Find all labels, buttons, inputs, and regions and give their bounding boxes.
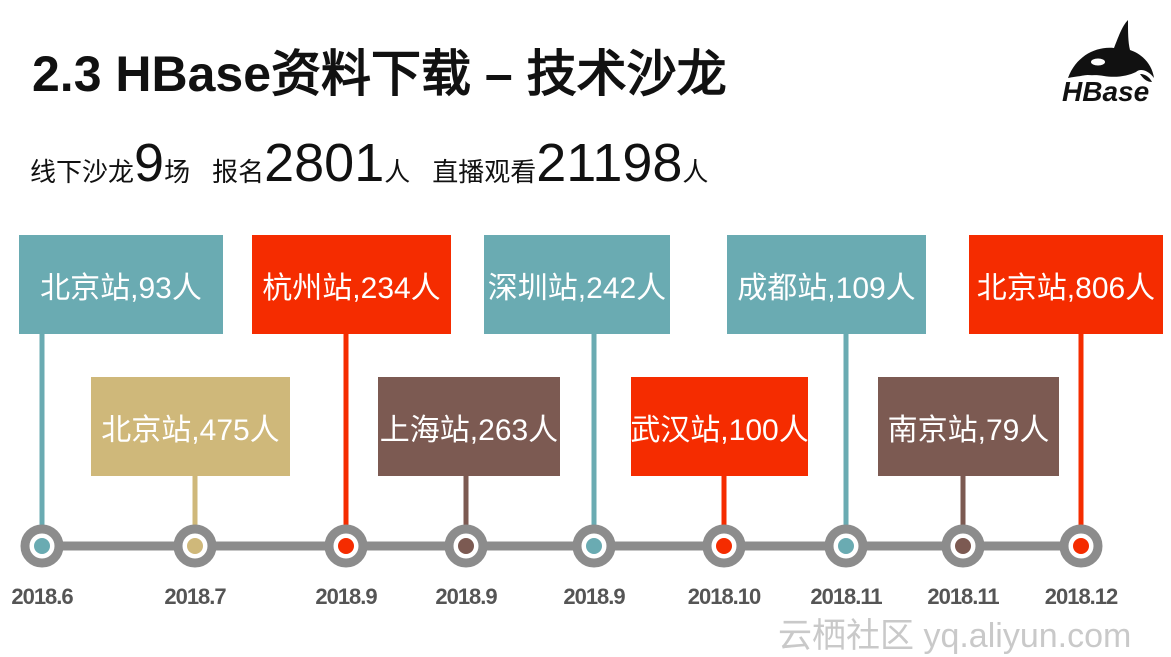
event-date: 2018.11 [810, 584, 882, 609]
event-node-dot [187, 538, 203, 554]
event-label-box: 北京站,806人 [969, 235, 1163, 334]
salons-value: 9 [134, 133, 165, 193]
event-date: 2018.9 [435, 584, 497, 609]
event-date: 2018.9 [315, 584, 377, 609]
event-date: 2018.6 [11, 584, 73, 609]
signup-value: 2801 [264, 133, 385, 193]
event-date: 2018.9 [563, 584, 625, 609]
logo-text: HBase [1062, 76, 1150, 107]
event-date: 2018.7 [164, 584, 226, 609]
event-label-box: 杭州站,234人 [252, 235, 451, 334]
salons-unit: 场 [164, 157, 191, 187]
event-node-dot [34, 538, 50, 554]
live-value: 21198 [536, 133, 683, 193]
event-node-dot [458, 538, 474, 554]
event-node-dot [1073, 538, 1089, 554]
salons-label: 线下沙龙 [30, 157, 135, 187]
stats-line: 线下沙龙9场 报名2801人 直播观看21198人 [30, 132, 708, 194]
live-label: 直播观看 [432, 157, 537, 187]
event-label-box: 上海站,263人 [378, 377, 560, 476]
event-node-dot [716, 538, 732, 554]
signup-label: 报名 [212, 157, 265, 187]
event-label-box: 北京站,93人 [19, 235, 223, 334]
watermark: 云栖社区 yq.aliyun.com [778, 617, 1132, 655]
event-date: 2018.11 [927, 584, 999, 609]
event-node-dot [586, 538, 602, 554]
page-title: 2.3 HBase资料下载 – 技术沙龙 [32, 46, 727, 102]
live-unit: 人 [682, 157, 709, 187]
event-label-box: 北京站,475人 [91, 377, 290, 476]
event-label-box: 成都站,109人 [727, 235, 926, 334]
event-node-dot [338, 538, 354, 554]
event-date: 2018.12 [1044, 584, 1119, 609]
hbase-orca-logo-icon [1068, 20, 1154, 82]
event-label-box: 深圳站,242人 [484, 235, 670, 334]
signup-unit: 人 [384, 157, 411, 187]
event-label-box: 武汉站,100人 [630, 377, 809, 476]
event-node-dot [955, 538, 971, 554]
event-node-dot [838, 538, 854, 554]
event-label-box: 南京站,79人 [878, 377, 1059, 476]
event-date: 2018.10 [687, 584, 762, 609]
